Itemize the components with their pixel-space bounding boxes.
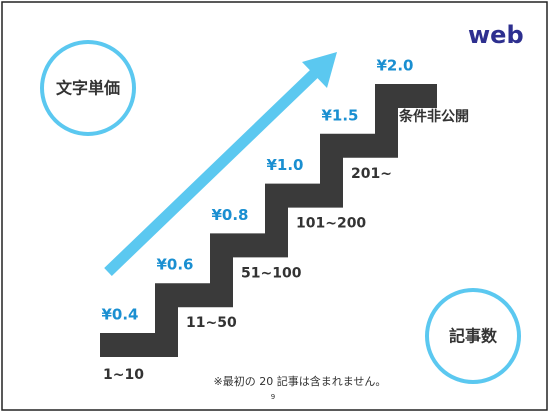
range-label: 条件非公開 xyxy=(398,108,469,125)
logo: web xyxy=(468,21,524,49)
price-circle-label: 文字単価 xyxy=(56,79,120,98)
count-circle-label: 記事数 xyxy=(449,327,498,346)
page-number: 9 xyxy=(271,393,275,401)
price-label: ¥0.4 xyxy=(101,306,138,324)
arrow xyxy=(104,52,337,276)
count-circle xyxy=(425,288,521,384)
range-label: 201~ xyxy=(351,166,392,182)
staircase xyxy=(100,84,437,357)
price-circle xyxy=(40,40,136,136)
arrow-shaft xyxy=(104,66,322,276)
price-label: ¥1.0 xyxy=(266,156,303,174)
range-label: 1~10 xyxy=(103,367,144,383)
price-label: ¥0.8 xyxy=(211,206,248,224)
range-label: 11~50 xyxy=(186,315,237,331)
range-label: 51~100 xyxy=(241,265,302,281)
price-label: ¥0.6 xyxy=(156,256,193,274)
arrow-head xyxy=(302,52,337,88)
price-label: ¥1.5 xyxy=(321,106,358,124)
price-label: ¥2.0 xyxy=(376,57,413,75)
range-label: 101~200 xyxy=(296,216,366,232)
note: ※最初の 20 記事は含まれません。 xyxy=(214,374,387,388)
